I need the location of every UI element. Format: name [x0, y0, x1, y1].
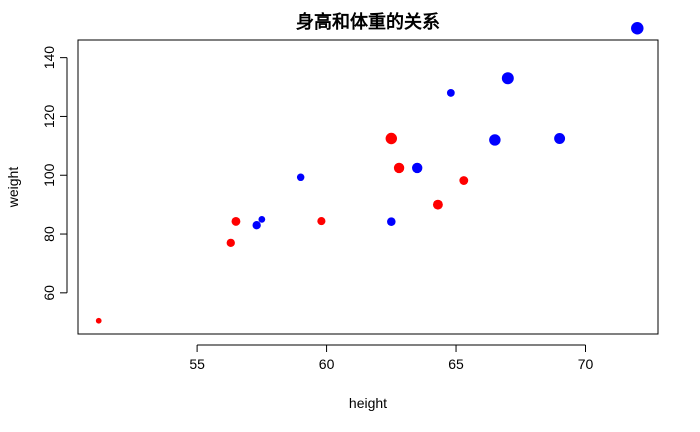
y-axis: 60 80 100 120 140 — [41, 46, 68, 301]
scatter-point — [446, 89, 455, 97]
scatter-point — [387, 217, 396, 226]
chart-title: 身高和体重的关系 — [296, 11, 440, 33]
scatter-point — [95, 317, 102, 324]
y-tick-label: 140 — [41, 46, 57, 70]
scatter-point — [411, 162, 423, 174]
scatter-point — [385, 132, 398, 145]
scatter-point — [489, 134, 501, 146]
scatter-point — [231, 216, 241, 226]
scatter-point — [459, 176, 469, 185]
x-tick-label: 55 — [189, 356, 205, 372]
y-tick-label: 120 — [41, 105, 57, 129]
scatter-point — [554, 133, 566, 144]
y-tick-label: 80 — [41, 226, 57, 242]
scatter-point — [501, 72, 514, 85]
data-points — [95, 22, 644, 324]
scatter-point — [226, 238, 235, 248]
scatter-point — [252, 221, 261, 230]
scatter-point — [317, 217, 326, 226]
y-tick-label: 60 — [41, 285, 57, 301]
x-tick-label: 70 — [578, 356, 594, 372]
scatter-point — [393, 162, 405, 174]
x-tick-label: 65 — [448, 356, 464, 372]
y-axis-label: weight — [5, 167, 21, 209]
plot-frame — [77, 39, 659, 335]
x-tick-label: 60 — [319, 356, 335, 372]
scatter-point — [631, 22, 644, 35]
scatter-point — [432, 199, 443, 210]
scatter-point — [258, 215, 266, 223]
y-tick-label: 100 — [41, 163, 57, 187]
x-axis-label: height — [349, 395, 387, 411]
x-axis: 55 60 65 70 — [189, 344, 594, 372]
scatter-point — [296, 173, 305, 182]
